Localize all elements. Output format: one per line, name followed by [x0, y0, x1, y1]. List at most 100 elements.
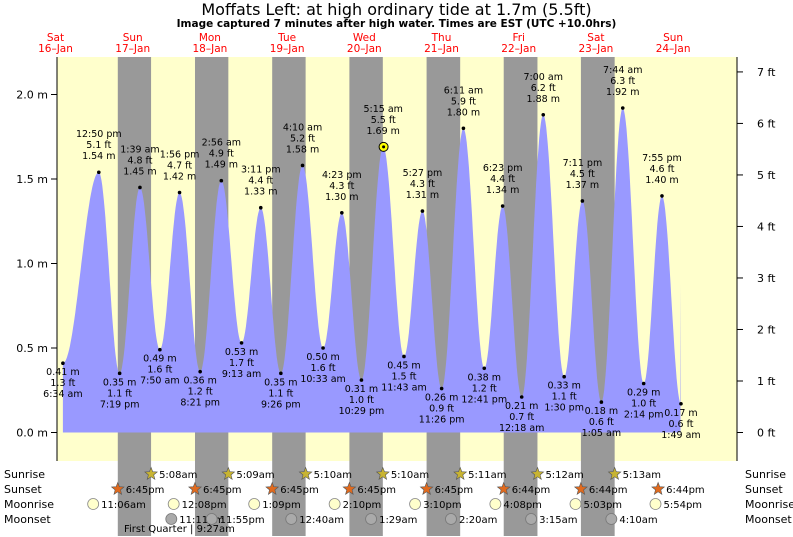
extreme-point — [61, 361, 65, 366]
high-tide-time: 7:11 pm — [563, 158, 603, 169]
sunset-star-icon — [651, 481, 666, 495]
low-tide-metres: 0.38 m — [468, 372, 501, 383]
low-tide-metres: 0.18 m — [585, 406, 618, 417]
sunset-row-label-right: Sunset — [745, 483, 783, 496]
high-tide-time: 5:27 pm — [403, 168, 443, 179]
sunset-star-icon — [110, 481, 125, 495]
high-tide-metres: 1.92 m — [606, 87, 639, 98]
day-of-week-label: Sun — [123, 32, 143, 44]
sunrise-star-icon — [144, 466, 158, 480]
day-of-week-label: Tue — [277, 32, 296, 44]
high-tide-time: 1:39 am — [120, 144, 159, 155]
day-of-week-label: Sat — [47, 32, 64, 44]
sunset-star-icon — [265, 481, 280, 495]
right-tick-label: 6 ft — [757, 117, 776, 130]
moonset-time: 4:10am — [619, 515, 657, 526]
right-tick-label: 2 ft — [757, 323, 776, 336]
high-tide-metres: 1.45 m — [123, 166, 156, 177]
left-tick-label: 1.0 m — [16, 258, 48, 271]
moonset-row-label-right: Moonset — [745, 513, 792, 526]
low-tide-time: 10:29 pm — [339, 406, 385, 417]
high-tide-time: 1:56 pm — [160, 150, 200, 161]
day-of-week-label: Fri — [512, 32, 525, 44]
high-tide-feet: 5.5 ft — [371, 115, 396, 126]
day-labels: Sat16–JanSun17–JanMon18–JanTue19–JanWed2… — [38, 32, 690, 55]
date-label: 22–Jan — [501, 43, 536, 55]
low-tide-metres: 0.45 m — [387, 360, 420, 371]
high-tide-time: 2:56 am — [202, 138, 241, 149]
high-tide-metres: 1.30 m — [325, 192, 358, 203]
moonset-time: 3:15am — [539, 515, 577, 526]
high-tide-time: 12:50 pm — [76, 129, 122, 140]
moonrise-time: 3:10pm — [423, 500, 462, 511]
sunrise-time: 5:11am — [468, 470, 506, 481]
right-tick-label: 7 ft — [757, 66, 776, 79]
moonset-time: 1:29am — [379, 515, 417, 526]
extreme-point — [660, 194, 664, 198]
low-tide-feet: 1.5 ft — [391, 371, 416, 382]
high-tide-metres: 1.54 m — [82, 151, 115, 162]
high-tide-feet: 4.5 ft — [570, 169, 595, 180]
high-tide-feet: 4.3 ft — [410, 179, 435, 190]
extreme-point — [580, 199, 585, 203]
moonset-icon — [285, 513, 298, 525]
extreme-point — [402, 354, 406, 359]
sunrise-star-icon — [298, 466, 313, 480]
left-tick-label: 1.5 m — [16, 173, 48, 186]
extreme-point — [239, 341, 244, 345]
moonrise-time: 4:08pm — [503, 500, 542, 511]
moonset-icon — [525, 513, 538, 525]
right-tick-label: 4 ft — [757, 220, 776, 233]
plot-area — [57, 57, 737, 536]
sunrise-row-label-left: Sunrise — [4, 468, 45, 481]
high-tide-metres: 1.58 m — [286, 144, 319, 155]
high-tide-feet: 6.2 ft — [531, 83, 556, 94]
low-tide-time: 12:18 am — [499, 423, 544, 434]
low-tide-feet: 0.6 ft — [668, 419, 693, 430]
high-tide-metres: 1.37 m — [566, 180, 599, 191]
extreme-point — [279, 371, 283, 376]
low-tide-time: 8:21 pm — [180, 398, 220, 409]
high-tide-feet: 5.1 ft — [86, 140, 111, 151]
chart-title: Moffats Left: at high ordinary tide at 1… — [201, 0, 591, 19]
high-tide-time: 3:11 pm — [241, 165, 281, 176]
high-tide-feet: 4.4 ft — [248, 176, 273, 187]
high-tide-feet: 4.6 ft — [649, 164, 674, 175]
sunset-time: 6:44pm — [666, 485, 705, 496]
sunset-time: 6:45pm — [357, 485, 396, 496]
extreme-point — [359, 378, 364, 382]
low-tide-metres: 0.33 m — [547, 381, 580, 392]
moonset-icon — [605, 513, 618, 525]
high-tide-time: 7:44 am — [603, 65, 642, 76]
date-label: 21–Jan — [424, 43, 459, 55]
sunset-time: 6:45pm — [280, 485, 319, 496]
low-tide-feet: 1.2 ft — [188, 387, 213, 398]
low-tide-metres: 0.35 m — [103, 377, 136, 388]
sunrise-star-icon — [375, 466, 390, 480]
high-tide-time: 7:55 pm — [642, 153, 682, 164]
high-tide-metres: 1.80 m — [447, 107, 480, 118]
low-tide-time: 7:50 am — [140, 376, 179, 387]
day-of-week-label: Thu — [431, 32, 452, 44]
extreme-point — [541, 112, 546, 117]
low-tide-time: 1:05 am — [582, 428, 621, 439]
date-label: 19–Jan — [270, 43, 305, 55]
date-label: 16–Jan — [38, 43, 73, 55]
moonrise-icon — [167, 498, 180, 510]
day-of-week-label: Wed — [353, 32, 376, 44]
extreme-point — [97, 170, 101, 175]
extreme-point — [641, 381, 646, 386]
extreme-point — [158, 347, 162, 352]
extreme-point — [219, 178, 224, 183]
high-tide-feet: 4.3 ft — [329, 181, 354, 192]
low-tide-metres: 0.17 m — [664, 408, 697, 419]
sunset-time: 6:45pm — [126, 485, 165, 496]
left-tick-label: 2.0 m — [16, 89, 48, 102]
sunset-star-icon — [496, 481, 511, 495]
high-tide-feet: 4.4 ft — [490, 174, 515, 185]
day-of-week-label: Sat — [587, 32, 604, 44]
high-tide-feet: 5.9 ft — [451, 96, 476, 107]
high-tide-metres: 1.31 m — [406, 190, 439, 201]
sunset-time: 6:45pm — [435, 485, 474, 496]
left-tick-label: 0.0 m — [16, 427, 48, 440]
